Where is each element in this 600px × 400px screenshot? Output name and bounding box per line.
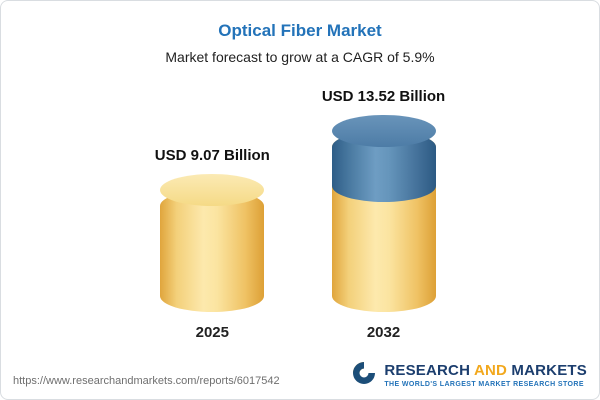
cylinder-2032-growth-segment <box>331 114 436 203</box>
cylinder-2032-top-face <box>331 114 436 147</box>
logo-tagline: THE WORLD'S LARGEST MARKET RESEARCH STOR… <box>384 381 584 389</box>
category-label-2025: 2025 <box>195 324 229 341</box>
logo-mark-icon <box>351 360 377 391</box>
value-label-2032: USD 13.52 Billion <box>321 87 446 105</box>
chart-header: Optical Fiber Market Market forecast to … <box>1 1 599 65</box>
report-url: https://www.researchandmarkets.com/repor… <box>13 375 280 387</box>
cylinder-2032 <box>331 114 436 312</box>
value-label-2025: USD 9.07 Billion <box>154 147 270 165</box>
cylinder-2025 <box>160 174 265 312</box>
logo-wordmark: RESEARCH AND MARKETS <box>384 361 587 379</box>
logo-text: RESEARCH AND MARKETS THE WORLD'S LARGEST… <box>384 361 587 389</box>
bar-group-2025: USD 9.07 Billion 2025 <box>155 147 270 341</box>
category-label-2032: 2032 <box>366 324 401 341</box>
chart-area: USD 9.07 Billion 2025 USD 13.52 Billion … <box>1 88 599 341</box>
chart-subtitle: Market forecast to grow at a CAGR of 5.9… <box>165 49 435 65</box>
page-title: Optical Fiber Market <box>218 21 382 40</box>
bar-group-2032: USD 13.52 Billion 2032 <box>322 88 445 341</box>
cylinder-2025-body <box>160 190 265 312</box>
research-and-markets-logo: RESEARCH AND MARKETS THE WORLD'S LARGEST… <box>351 360 587 391</box>
cylinder-2025-top-face <box>160 174 265 207</box>
